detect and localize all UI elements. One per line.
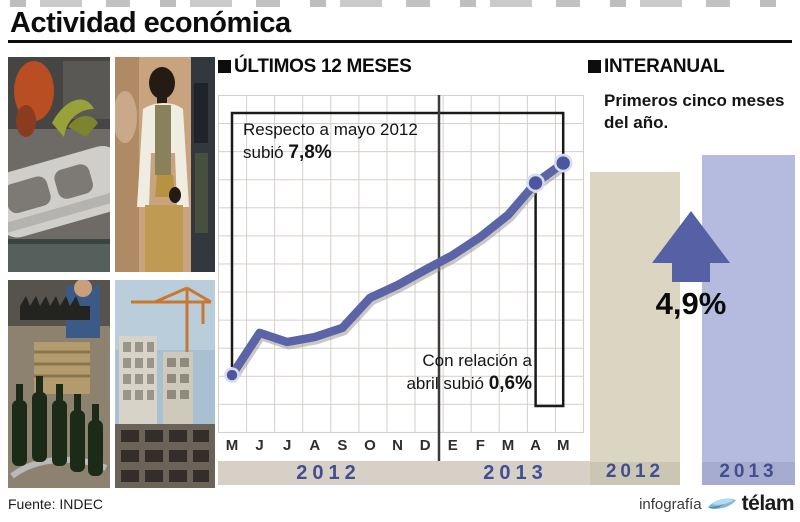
source-note: Fuente: INDEC bbox=[8, 496, 103, 512]
bar-year-band bbox=[702, 462, 795, 485]
month-label: J bbox=[283, 437, 292, 454]
annotation-vs-april: Con relación a abril subió 0,6% bbox=[406, 351, 532, 394]
brand-wordmark: télam bbox=[741, 492, 795, 515]
cropped-print-artifact bbox=[10, 0, 790, 7]
month-label: J bbox=[255, 437, 264, 454]
month-label: F bbox=[475, 437, 485, 454]
section-header-interanual: INTERANUAL bbox=[588, 56, 725, 78]
car-assembly-illustration bbox=[8, 57, 110, 272]
credit: infografía télam bbox=[639, 492, 794, 516]
mannequin-illustration bbox=[115, 57, 215, 272]
interanual-subtitle: Primeros cinco meses del año. bbox=[604, 91, 785, 132]
telam-bird-icon bbox=[707, 498, 736, 509]
month-label: E bbox=[447, 437, 458, 454]
square-bullet-icon bbox=[588, 60, 601, 73]
month-label: N bbox=[392, 437, 404, 454]
photo-store-mannequin bbox=[115, 57, 215, 272]
bar-year-band bbox=[590, 462, 680, 485]
title-rule bbox=[8, 40, 792, 43]
month-label: M bbox=[556, 437, 570, 454]
page-title: Actividad económica bbox=[10, 7, 291, 39]
photo-wine-bottling bbox=[8, 280, 110, 488]
section-header-ultimos-12-meses: ÚLTIMOS 12 MESES bbox=[218, 56, 412, 78]
month-label: A bbox=[530, 437, 542, 454]
bottling-illustration bbox=[8, 280, 110, 488]
month-label: A bbox=[309, 437, 321, 454]
year-label-2013: 2013 bbox=[483, 462, 548, 484]
credit-label: infografía bbox=[639, 495, 702, 513]
annotation-vs-may-2012: Respecto a mayo 2012 subió 7,8% bbox=[243, 120, 418, 163]
month-label: O bbox=[364, 437, 376, 454]
bar-2013: 2013 bbox=[702, 155, 795, 485]
month-label: D bbox=[419, 437, 431, 454]
month-label: S bbox=[337, 437, 348, 454]
value-0-6: 0,6% bbox=[488, 373, 532, 394]
square-bullet-icon bbox=[218, 60, 231, 73]
month-label: M bbox=[225, 437, 239, 454]
bar-2012: 2012 bbox=[590, 172, 680, 485]
bar-label-2013: 2013 bbox=[719, 461, 778, 482]
year-label-2012: 2012 bbox=[296, 462, 361, 484]
value-7-8: 7,8% bbox=[288, 142, 332, 163]
construction-illustration bbox=[115, 280, 215, 488]
interanual-value: 4,9% bbox=[655, 286, 727, 321]
bar-label-2012: 2012 bbox=[605, 461, 665, 482]
month-label: M bbox=[501, 437, 515, 454]
photo-car-assembly-line bbox=[8, 57, 110, 272]
year-band: 2012 2013 bbox=[218, 461, 592, 485]
photo-construction-site bbox=[115, 280, 215, 488]
